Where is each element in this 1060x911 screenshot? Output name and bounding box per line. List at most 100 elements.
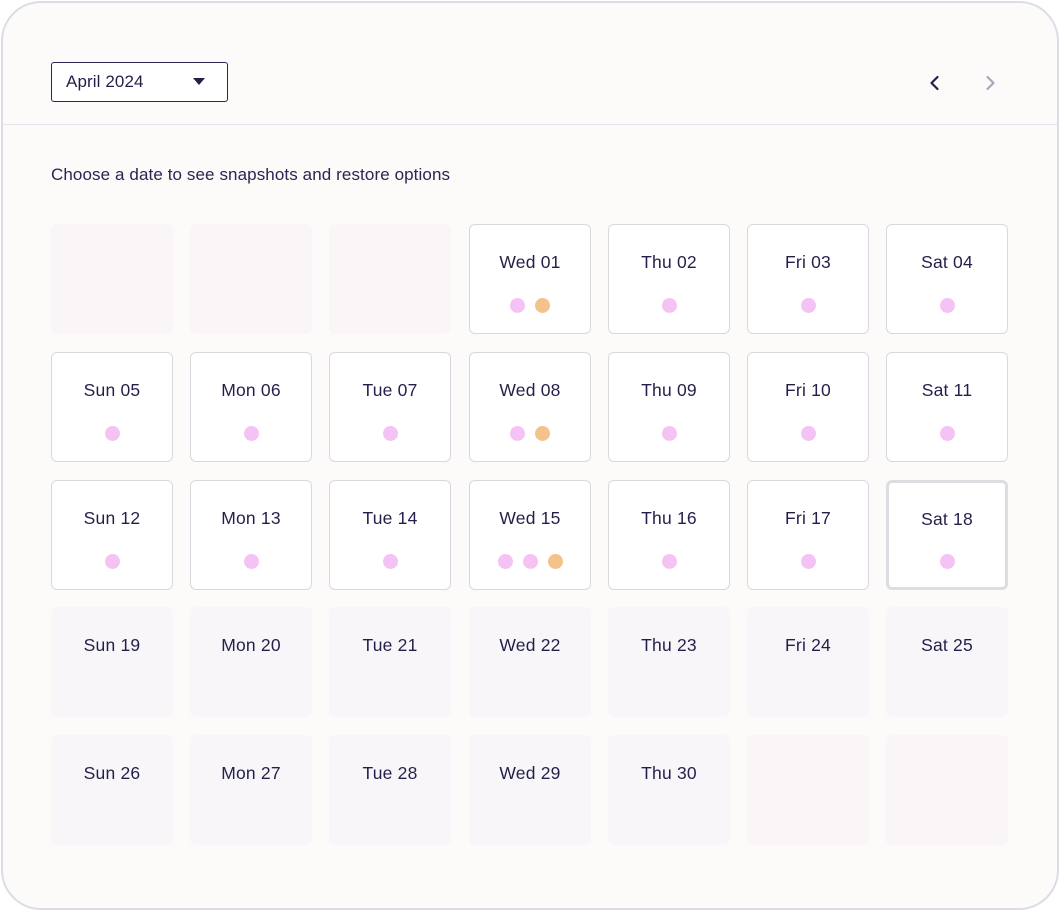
day-cell: Fri 24 xyxy=(747,607,869,717)
day-cell[interactable]: Sat 04 xyxy=(886,224,1008,334)
day-label: Tue 14 xyxy=(362,508,418,528)
snapshot-dot xyxy=(382,554,398,569)
day-label: Sat 11 xyxy=(921,380,973,400)
snapshot-dot xyxy=(510,426,525,441)
day-cell[interactable]: Wed 15 xyxy=(469,480,591,590)
snapshot-indicators xyxy=(191,426,311,441)
snapshot-dot xyxy=(661,426,677,441)
day-label: Wed 08 xyxy=(499,380,561,400)
empty-day-cell xyxy=(51,224,173,334)
day-cell[interactable]: Thu 09 xyxy=(608,352,730,462)
backup-dot xyxy=(535,426,550,441)
day-label: Tue 21 xyxy=(362,635,418,655)
day-cell[interactable]: Wed 08 xyxy=(469,352,591,462)
snapshot-indicators xyxy=(470,298,590,313)
day-cell[interactable]: Mon 13 xyxy=(190,480,312,590)
snapshot-dot xyxy=(104,554,120,569)
day-cell[interactable]: Wed 01 xyxy=(469,224,591,334)
calendar-header: April 2024 xyxy=(3,3,1057,125)
day-cell: Tue 28 xyxy=(329,735,451,845)
snapshot-indicators xyxy=(330,554,450,569)
day-label: Fri 03 xyxy=(785,252,831,272)
day-label: Sun 12 xyxy=(83,508,141,528)
day-cell: Thu 23 xyxy=(608,607,730,717)
day-label: Mon 13 xyxy=(221,508,281,528)
day-label: Mon 20 xyxy=(221,635,281,655)
day-cell: Sun 19 xyxy=(51,607,173,717)
day-cell[interactable]: Sat 18 xyxy=(886,480,1008,590)
day-label: Thu 02 xyxy=(641,252,697,272)
empty-day-cell xyxy=(190,224,312,334)
snapshot-indicators xyxy=(748,298,868,313)
day-label: Wed 01 xyxy=(499,252,561,272)
snapshot-dot xyxy=(939,554,955,569)
day-label: Tue 28 xyxy=(362,763,418,783)
snapshot-dot xyxy=(104,426,120,441)
day-label: Sat 18 xyxy=(921,509,973,529)
snapshot-dot xyxy=(522,554,538,569)
day-cell[interactable]: Thu 02 xyxy=(608,224,730,334)
chevron-right-icon xyxy=(986,75,995,91)
snapshot-indicators xyxy=(52,426,172,441)
day-label: Sun 26 xyxy=(83,763,141,783)
snapshot-indicators xyxy=(52,554,172,569)
snapshot-dot xyxy=(661,554,677,569)
chevron-left-icon xyxy=(930,75,939,91)
snapshot-indicators xyxy=(330,426,450,441)
snapshot-dot xyxy=(243,554,259,569)
day-cell[interactable]: Mon 06 xyxy=(190,352,312,462)
day-cell: Tue 21 xyxy=(329,607,451,717)
snapshot-dot xyxy=(510,298,525,313)
backup-dot xyxy=(547,554,563,569)
day-cell[interactable]: Thu 16 xyxy=(608,480,730,590)
caret-down-icon xyxy=(193,78,205,85)
day-cell[interactable]: Fri 03 xyxy=(747,224,869,334)
day-cell[interactable]: Fri 10 xyxy=(747,352,869,462)
snapshot-indicators xyxy=(191,554,311,569)
snapshot-indicators xyxy=(609,554,729,569)
day-cell[interactable]: Tue 07 xyxy=(329,352,451,462)
next-month-button[interactable] xyxy=(978,71,1002,95)
day-cell[interactable]: Fri 17 xyxy=(747,480,869,590)
day-label: Thu 30 xyxy=(641,763,697,783)
day-cell: Thu 30 xyxy=(608,735,730,845)
day-label: Tue 07 xyxy=(362,380,418,400)
snapshot-indicators xyxy=(470,554,590,569)
backup-dot xyxy=(535,298,550,313)
day-cell[interactable]: Sun 05 xyxy=(51,352,173,462)
snapshot-indicators xyxy=(889,554,1005,569)
day-label: Thu 23 xyxy=(641,635,697,655)
day-label: Sun 19 xyxy=(83,635,141,655)
day-cell: Wed 22 xyxy=(469,607,591,717)
day-label: Fri 10 xyxy=(785,380,831,400)
day-cell: Sat 25 xyxy=(886,607,1008,717)
day-cell[interactable]: Sat 11 xyxy=(886,352,1008,462)
day-cell[interactable]: Sun 12 xyxy=(51,480,173,590)
snapshot-dot xyxy=(497,554,513,569)
day-label: Mon 06 xyxy=(221,380,281,400)
empty-day-cell xyxy=(329,224,451,334)
day-label: Wed 22 xyxy=(499,635,561,655)
day-label: Fri 24 xyxy=(785,635,831,655)
day-label: Fri 17 xyxy=(785,508,831,528)
previous-month-button[interactable] xyxy=(923,71,947,95)
day-label: Thu 09 xyxy=(641,380,697,400)
day-cell[interactable]: Tue 14 xyxy=(329,480,451,590)
snapshot-indicators xyxy=(748,554,868,569)
empty-day-cell xyxy=(886,735,1008,845)
snapshot-indicators xyxy=(748,426,868,441)
snapshot-indicators xyxy=(609,426,729,441)
snapshot-indicators xyxy=(887,298,1007,313)
snapshot-indicators xyxy=(470,426,590,441)
day-label: Sun 05 xyxy=(83,380,141,400)
day-cell: Sun 26 xyxy=(51,735,173,845)
month-select-value: April 2024 xyxy=(66,72,144,91)
snapshot-dot xyxy=(939,426,955,441)
day-cell: Mon 27 xyxy=(190,735,312,845)
day-label: Sat 04 xyxy=(921,252,973,272)
snapshot-dot xyxy=(243,426,259,441)
snapshot-indicators xyxy=(887,426,1007,441)
month-select[interactable]: April 2024 xyxy=(51,62,228,102)
snapshot-dot xyxy=(661,298,677,313)
snapshot-dot xyxy=(939,298,955,313)
